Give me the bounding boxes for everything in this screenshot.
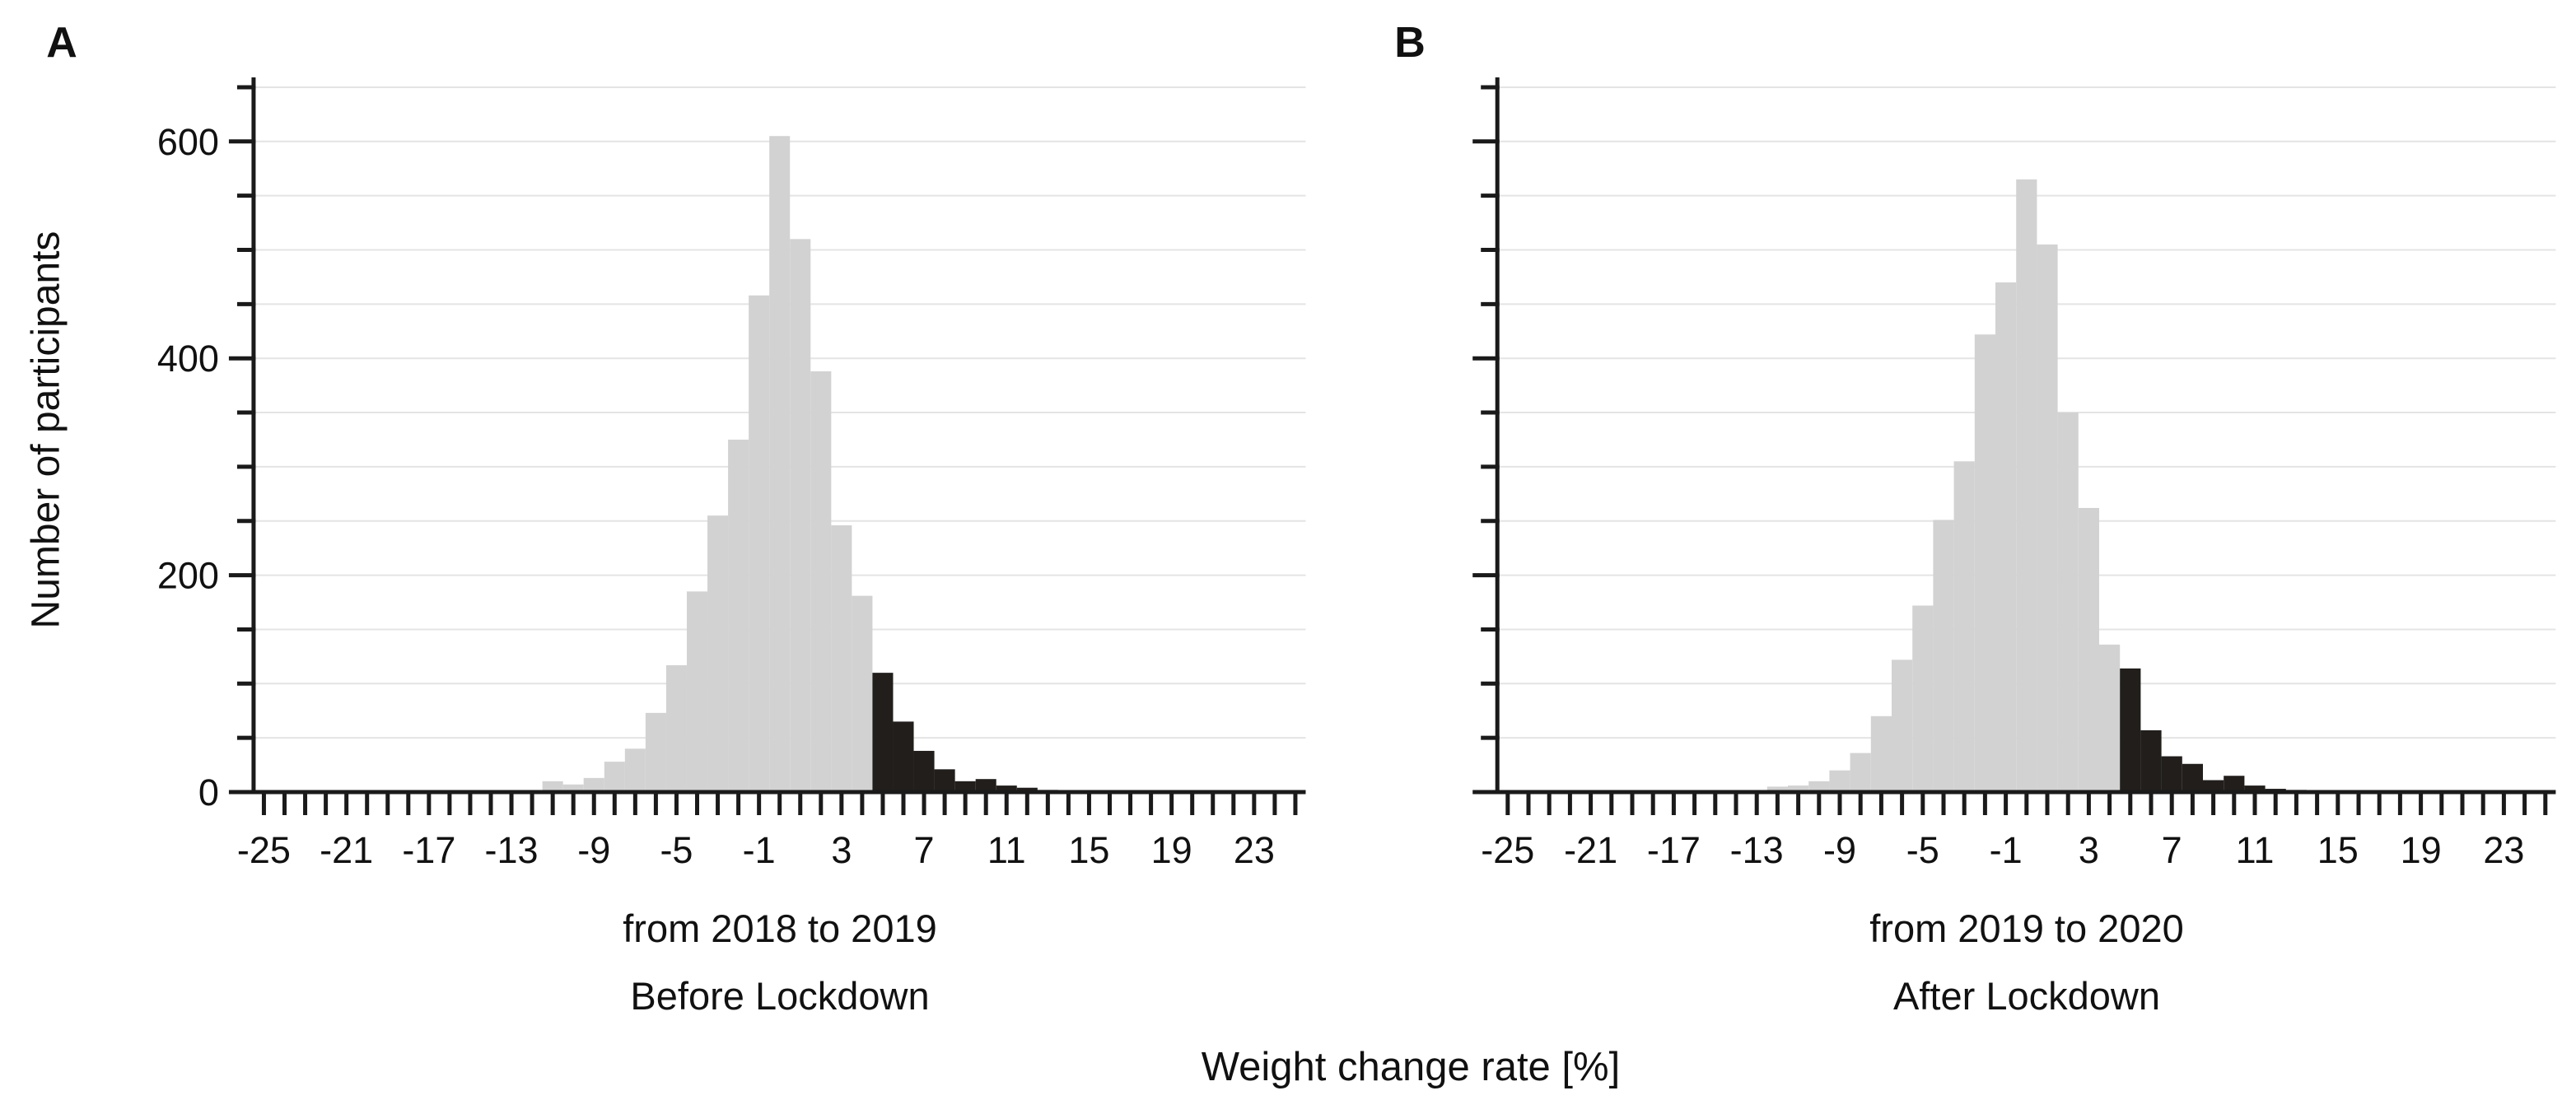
x-tick-label: 19 [2401, 829, 2442, 871]
x-tick-label: 15 [1068, 829, 1109, 871]
histogram-bar [872, 673, 894, 792]
histogram-bar [1995, 282, 2017, 792]
panel-b-chart: -25 -21 -17 -13 -9 -5 -1 3 7 11 15 19 23 [1472, 77, 2556, 871]
histogram-bar [1788, 785, 1809, 792]
histogram-bar [624, 748, 646, 792]
panel-a-caption-lockdown: Before Lockdown [630, 974, 930, 1018]
histogram-bar [1870, 715, 1892, 792]
histogram-bar [1016, 787, 1038, 792]
histogram-bar [2224, 776, 2245, 792]
histogram-bar [2037, 244, 2058, 792]
x-tick-label: -21 [320, 829, 373, 871]
x-tick-label: 11 [987, 829, 1026, 871]
histogram-bar [893, 721, 914, 792]
histogram-bar [2161, 756, 2182, 792]
x-tick-label: -13 [485, 829, 539, 871]
x-tick-label: 3 [831, 829, 852, 871]
histogram-bar [1912, 605, 1934, 792]
y-tick-label: 600 [157, 121, 219, 163]
histogram-bar [2203, 780, 2224, 792]
histogram-bar [1892, 660, 1913, 792]
x-tick-label: -9 [1823, 829, 1856, 871]
histogram-bar [996, 785, 1017, 792]
histogram-bar [707, 515, 729, 792]
x-tick-label: -5 [1906, 829, 1939, 871]
x-tick-label: -17 [402, 829, 455, 871]
x-axis-title: Weight change rate [%] [1201, 1045, 1621, 1089]
histogram-bar [954, 781, 976, 792]
x-tick-label: -17 [1647, 829, 1701, 871]
x-tick-label: 7 [914, 829, 935, 871]
histogram-bar [810, 371, 832, 792]
histogram-bar [1974, 334, 1995, 792]
x-tick-label: 11 [2236, 829, 2275, 871]
x-tick-label: -25 [1481, 829, 1534, 871]
histogram-bar [2099, 644, 2121, 792]
y-tick-label: 400 [157, 338, 219, 380]
x-tick-label: 23 [2483, 829, 2524, 871]
histogram-bar [2016, 179, 2037, 792]
y-tick-label: 0 [198, 771, 219, 813]
x-tick-label: -1 [1990, 829, 2023, 871]
y-tick-label: 200 [157, 555, 219, 597]
histogram-bar [790, 239, 811, 793]
histogram-bar [728, 439, 749, 792]
histogram-bar [2182, 763, 2203, 792]
histogram-bar [769, 136, 791, 793]
histogram-bar [583, 777, 604, 792]
histogram-bar [749, 295, 770, 793]
x-tick-label: 19 [1151, 829, 1192, 871]
histogram-bar [975, 779, 996, 792]
histogram-bar [2120, 668, 2141, 792]
histogram-bar [2078, 507, 2099, 792]
x-tick-label: -9 [577, 829, 610, 871]
x-tick-label: -21 [1564, 829, 1617, 871]
panel-b-caption-lockdown: After Lockdown [1893, 974, 2160, 1018]
histogram-bar [686, 591, 708, 792]
x-tick-label: -25 [237, 829, 291, 871]
histogram-bar [1850, 753, 1871, 792]
histogram-bar [542, 781, 563, 792]
histogram-bar [852, 595, 873, 792]
histogram-bar [645, 712, 666, 792]
histogram-bar [831, 525, 852, 792]
panel-b-label: B [1394, 19, 1426, 67]
histogram-bar [1953, 461, 1975, 792]
x-tick-label: -13 [1730, 829, 1784, 871]
panel-b-caption-period: from 2019 to 2020 [1869, 907, 2184, 950]
histogram-bar [1933, 520, 1954, 792]
x-tick-label: -1 [743, 829, 776, 871]
histogram-bar [665, 664, 687, 792]
histogram-bar [913, 750, 935, 792]
x-tick-label: 15 [2317, 829, 2359, 871]
histogram-bar [2057, 413, 2079, 792]
panel-a-caption-period: from 2018 to 2019 [623, 907, 937, 950]
histogram-bar [562, 784, 584, 792]
panel-a-label: A [46, 19, 77, 67]
histogram-bar [1829, 770, 1850, 792]
histogram-bar [2140, 729, 2162, 792]
x-tick-label: -5 [660, 829, 693, 871]
histogram-bar [1766, 786, 1788, 792]
x-tick-label: 23 [1234, 829, 1275, 871]
histogram-bar [604, 762, 625, 792]
histogram-bar [934, 769, 955, 792]
x-tick-label: 3 [2079, 829, 2099, 871]
histogram-bar [1808, 781, 1830, 792]
x-tick-label: 7 [2162, 829, 2182, 871]
histogram-bar [2244, 785, 2266, 792]
